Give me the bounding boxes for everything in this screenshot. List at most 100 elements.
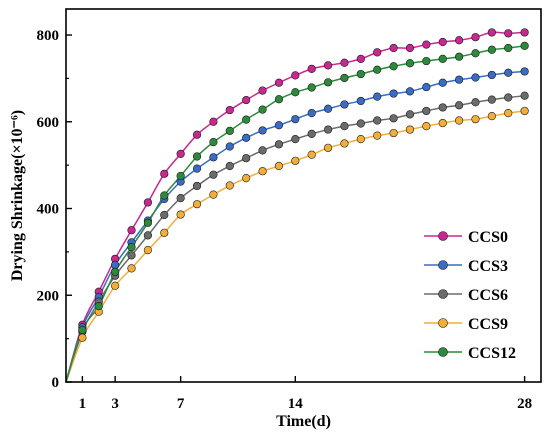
data-point-ccs9 (520, 106, 529, 116)
data-point-ccs12 (78, 325, 87, 335)
data-point-ccs0 (422, 40, 431, 49)
data-point-ccs12 (291, 88, 300, 97)
legend-marker (438, 260, 448, 270)
data-point-ccs9 (176, 210, 185, 219)
legend-label: CCS0 (468, 229, 508, 246)
data-point-ccs9 (274, 161, 284, 171)
data-point-ccs3 (307, 108, 316, 118)
data-point-ccs12 (160, 191, 169, 200)
y-tick-label: 200 (37, 288, 60, 304)
data-point-ccs9 (340, 139, 349, 148)
data-point-ccs0 (323, 61, 333, 70)
data-point-ccs0 (471, 33, 480, 42)
x-tick-label: 7 (177, 396, 185, 412)
data-point-ccs9 (504, 108, 513, 118)
data-point-ccs12 (209, 138, 218, 147)
data-point-ccs9 (291, 156, 300, 165)
data-point-ccs12 (127, 243, 136, 252)
data-point-ccs12 (520, 41, 529, 50)
data-point-ccs12 (405, 59, 415, 68)
data-point-ccs0 (143, 198, 152, 207)
data-point-ccs9 (471, 115, 480, 124)
data-point-ccs12 (274, 95, 284, 104)
data-point-ccs6 (176, 194, 185, 203)
data-point-ccs3 (389, 89, 398, 98)
data-point-ccs6 (291, 135, 300, 144)
data-point-ccs6 (209, 170, 218, 179)
data-point-ccs9 (127, 264, 136, 273)
data-point-ccs3 (422, 82, 431, 92)
data-point-ccs12 (504, 43, 513, 53)
data-point-ccs0 (291, 71, 300, 80)
data-point-ccs0 (307, 64, 316, 73)
data-point-ccs9 (192, 200, 202, 209)
data-point-ccs6 (520, 91, 529, 100)
data-point-ccs0 (176, 149, 185, 158)
data-point-ccs9 (160, 228, 169, 237)
series-line-ccs0 (65, 31, 525, 383)
data-point-ccs9 (389, 128, 398, 138)
data-point-ccs0 (225, 105, 234, 115)
data-point-ccs0 (209, 117, 218, 126)
data-point-ccs12 (258, 105, 267, 114)
legend-item-ccs0: CCS0 (424, 229, 508, 246)
data-point-ccs0 (242, 95, 251, 105)
data-point-ccs12 (487, 45, 496, 54)
data-point-ccs9 (455, 116, 464, 125)
data-point-ccs0 (487, 28, 496, 37)
data-point-ccs6 (438, 103, 447, 112)
data-point-ccs9 (225, 181, 234, 190)
data-point-ccs12 (94, 301, 103, 311)
data-point-ccs3 (405, 87, 415, 96)
data-point-ccs3 (225, 142, 234, 151)
data-point-ccs3 (111, 260, 120, 269)
x-tick-label: 1 (79, 396, 87, 412)
data-point-ccs0 (455, 36, 464, 45)
data-point-ccs12 (307, 83, 316, 92)
data-point-ccs6 (242, 154, 251, 163)
data-point-ccs0 (438, 37, 447, 47)
legend-label: CCS12 (468, 345, 516, 362)
data-point-ccs12 (389, 62, 398, 71)
data-point-ccs6 (143, 231, 152, 240)
data-point-ccs0 (520, 28, 529, 37)
data-point-ccs6 (422, 106, 431, 116)
y-tick-label: 800 (37, 28, 60, 44)
y-tick-label: 400 (37, 202, 60, 218)
data-point-ccs9 (422, 122, 431, 131)
data-point-ccs6 (258, 146, 267, 155)
data-point-ccs12 (143, 218, 152, 227)
data-point-ccs9 (405, 125, 415, 134)
data-point-ccs12 (422, 56, 431, 66)
data-point-ccs12 (373, 65, 382, 74)
y-tick-label: 600 (37, 115, 60, 131)
legend-label: CCS9 (468, 316, 508, 333)
data-point-ccs6 (307, 129, 316, 139)
data-point-ccs3 (274, 121, 284, 130)
data-point-ccs9 (307, 150, 316, 159)
legend-label: CCS3 (468, 258, 508, 275)
data-point-ccs0 (274, 78, 284, 87)
data-point-ccs3 (520, 67, 529, 76)
data-point-ccs3 (438, 78, 447, 87)
x-tick-label: 3 (111, 396, 119, 412)
data-point-ccs3 (242, 133, 251, 142)
legend-item-ccs6: CCS6 (424, 287, 508, 304)
x-axis-title: Time(d) (276, 413, 331, 430)
data-point-ccs6 (340, 122, 349, 131)
data-point-ccs6 (504, 93, 513, 102)
data-point-ccs12 (455, 52, 464, 61)
data-point-ccs9 (111, 281, 120, 290)
data-point-ccs3 (291, 115, 300, 124)
legend: CCS0 CCS3 CCS6 CCS9 CCS12 (424, 229, 516, 362)
data-point-ccs6 (356, 119, 365, 128)
data-point-ccs3 (373, 92, 382, 101)
data-point-ccs0 (340, 58, 349, 67)
data-point-ccs6 (487, 95, 496, 104)
x-tick-label: 14 (288, 396, 304, 412)
legend-item-ccs9: CCS9 (424, 316, 508, 333)
y-tick-label: 0 (52, 375, 60, 391)
data-point-ccs3 (504, 68, 513, 77)
data-point-ccs12 (356, 69, 365, 79)
